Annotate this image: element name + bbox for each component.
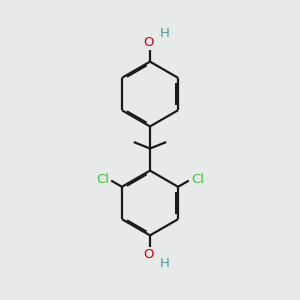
Text: Cl: Cl bbox=[96, 173, 109, 186]
Text: Cl: Cl bbox=[191, 173, 204, 186]
Text: O: O bbox=[143, 248, 154, 261]
Text: H: H bbox=[159, 27, 169, 40]
Text: O: O bbox=[143, 36, 154, 49]
Text: H: H bbox=[159, 256, 169, 270]
